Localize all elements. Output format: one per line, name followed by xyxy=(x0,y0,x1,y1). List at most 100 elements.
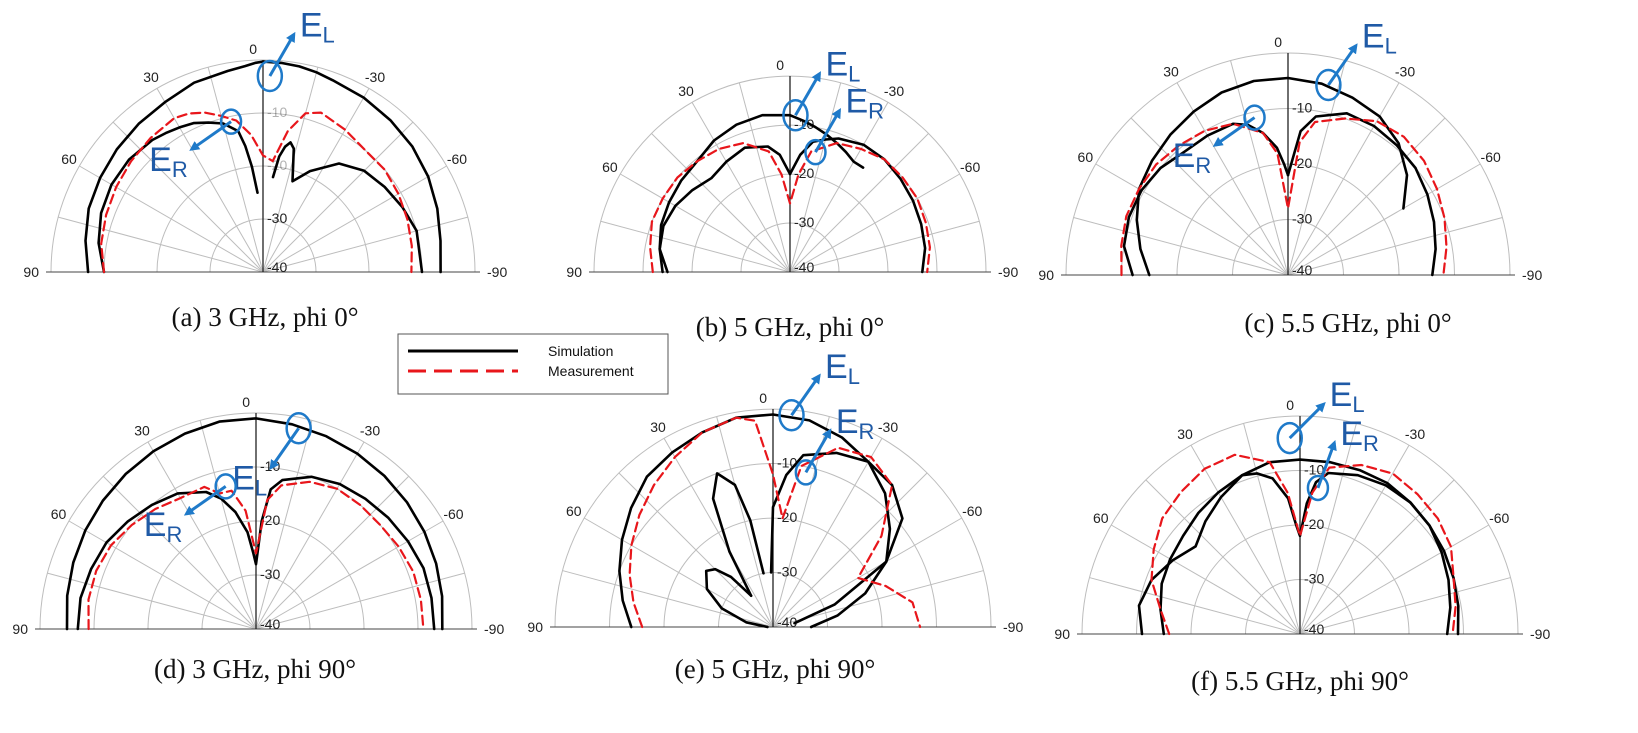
measurement-line-4 xyxy=(628,416,922,629)
angle-tick-label: -30 xyxy=(365,69,385,85)
grid-spoke xyxy=(68,520,257,630)
annotation-label-R: ER xyxy=(149,141,188,182)
grid-spoke xyxy=(620,173,791,273)
caption-e: (e) 5 GHz, phi 90° xyxy=(675,654,876,684)
angle-tick-label: -30 xyxy=(884,83,904,99)
angle-tick-label: 0 xyxy=(759,390,767,406)
radial-tick-label: -40 xyxy=(260,616,280,632)
angle-tick-label: -90 xyxy=(1522,267,1542,283)
grid-spoke xyxy=(1073,217,1289,276)
grid-spoke xyxy=(600,220,791,273)
angle-tick-label: -90 xyxy=(484,621,504,637)
grid-spoke xyxy=(255,441,365,630)
grid-spoke xyxy=(262,216,468,273)
legend-box xyxy=(397,333,669,395)
grid-spoke xyxy=(79,165,264,273)
grid-spoke xyxy=(772,472,928,628)
angle-tick-label: 0 xyxy=(776,57,784,73)
grid-spoke xyxy=(618,472,774,628)
caption-a: (a) 3 GHz, phi 0° xyxy=(172,302,359,332)
grid-spoke xyxy=(1130,117,1289,276)
grid-spoke xyxy=(102,475,257,630)
grid-spoke xyxy=(262,88,370,273)
annotation-label-L: EL xyxy=(1330,376,1365,417)
angle-tick-label: 60 xyxy=(1093,510,1109,526)
annotation-marker-L xyxy=(782,99,809,132)
measurement-line-2 xyxy=(87,480,425,631)
simulation-line-0 xyxy=(1135,76,1409,277)
legend-simulation-label: Simulation xyxy=(548,343,613,359)
caption-c: (c) 5.5 GHz, phi 0° xyxy=(1244,308,1451,338)
radial-tick-label: -40 xyxy=(1304,621,1324,637)
angle-tick-label: 0 xyxy=(1274,34,1282,50)
angle-tick-label: 90 xyxy=(1054,626,1070,642)
measurement-line-2 xyxy=(1150,453,1457,636)
radial-tick-label: -20 xyxy=(794,165,814,181)
radial-tick-label: -30 xyxy=(1304,571,1324,587)
simulation-line-0 xyxy=(65,417,444,631)
simulation-line-0 xyxy=(1137,458,1460,636)
angle-tick-label: 60 xyxy=(566,503,582,519)
angle-tick-label: -60 xyxy=(960,159,980,175)
grid-spoke xyxy=(772,517,963,628)
grid-spoke xyxy=(1299,444,1410,635)
grid-spoke xyxy=(1299,577,1511,635)
grid-spoke xyxy=(716,416,774,628)
angle-tick-label: -60 xyxy=(962,503,982,519)
angle-tick-label: -60 xyxy=(443,506,463,522)
annotation-arrow-L xyxy=(790,373,821,417)
angle-tick-label: 30 xyxy=(1163,63,1179,79)
grid-spoke xyxy=(199,420,257,630)
simulation-line-0 xyxy=(658,113,865,274)
measurement-line-3 xyxy=(649,142,931,274)
caption-f: (f) 5.5 GHz, phi 90° xyxy=(1191,666,1409,696)
grid-spoke xyxy=(58,216,264,273)
annotation-label-L: EL xyxy=(300,6,335,47)
grid-spoke xyxy=(255,475,410,630)
annotation-arrow-R xyxy=(1212,116,1256,147)
annotation-marker-R xyxy=(1306,474,1330,502)
grid-spoke xyxy=(1299,479,1455,635)
annotation-label-L: EL xyxy=(825,46,860,87)
radial-tick-label: -10 xyxy=(1304,462,1324,478)
grid-spoke xyxy=(789,220,980,273)
angle-tick-label: -90 xyxy=(1530,626,1550,642)
angle-tick-label: 0 xyxy=(242,394,250,410)
grid-spoke xyxy=(207,67,264,273)
angle-tick-label: -30 xyxy=(1405,426,1425,442)
annotation-arrow-R xyxy=(183,485,227,516)
radial-tick-label: -40 xyxy=(777,614,797,630)
grid-spoke xyxy=(583,517,774,628)
simulation-line-1 xyxy=(76,475,436,631)
annotation-marker-R xyxy=(214,473,237,500)
angle-tick-label: 30 xyxy=(1177,426,1193,442)
annotation-arrow-R xyxy=(189,120,232,151)
angle-tick-label: 90 xyxy=(23,264,39,280)
radial-tick-label: -20 xyxy=(260,512,280,528)
simulation-line-1 xyxy=(97,121,259,274)
radial-tick-label: -30 xyxy=(777,564,797,580)
angle-tick-label: 60 xyxy=(51,506,67,522)
angle-tick-label: 90 xyxy=(1038,267,1054,283)
simulation-line-2 xyxy=(711,472,765,597)
angle-tick-label: -60 xyxy=(447,151,467,167)
legend-measurement-label: Measurement xyxy=(548,363,634,379)
grid-spoke xyxy=(112,121,264,273)
grid-spoke xyxy=(789,173,960,273)
measurement-line-3 xyxy=(1120,117,1448,277)
radial-tick-label: -40 xyxy=(267,259,287,275)
angle-tick-label: 0 xyxy=(1286,397,1294,413)
annotation-label-L: EL xyxy=(1362,18,1397,59)
annotation-arrow-L xyxy=(1327,43,1358,86)
annotation-marker-R xyxy=(804,138,827,166)
grid-spoke xyxy=(1287,217,1503,276)
radial-tick-label: -20 xyxy=(1304,516,1324,532)
grid-spoke xyxy=(1287,163,1481,276)
annotation-arrow-L xyxy=(794,71,821,117)
annotation-marker-R xyxy=(219,108,243,135)
grid-spoke xyxy=(1243,423,1301,635)
angle-tick-label: 30 xyxy=(650,419,666,435)
